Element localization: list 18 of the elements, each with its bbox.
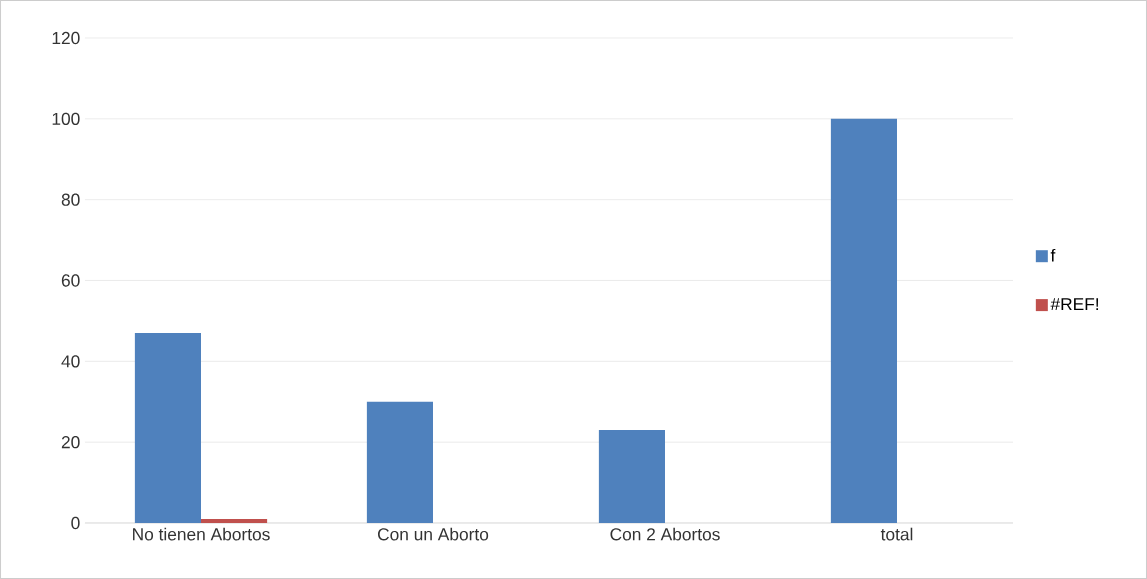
x-tick-label: Con 2 Abortos xyxy=(610,527,720,541)
y-tick-label: 80 xyxy=(61,193,80,206)
bar xyxy=(366,401,433,523)
bar xyxy=(134,333,201,523)
y-tick-label: 60 xyxy=(61,274,80,287)
bar xyxy=(598,430,665,523)
y-tick-label: 120 xyxy=(52,31,80,45)
x-tick-label: Con un Aborto xyxy=(377,527,489,541)
y-tick-label: 0 xyxy=(71,516,80,530)
bar xyxy=(201,518,268,523)
legend-label: f xyxy=(1050,248,1056,262)
x-tick-label: No tienen Abortos xyxy=(133,527,270,541)
y-tick-label: 40 xyxy=(61,355,80,368)
x-tick-label: total xyxy=(880,527,913,541)
y-tick-label: 20 xyxy=(61,436,80,449)
legend-label: #REF! xyxy=(1050,298,1099,311)
y-tick-label: 100 xyxy=(52,112,80,125)
bar xyxy=(830,118,897,523)
